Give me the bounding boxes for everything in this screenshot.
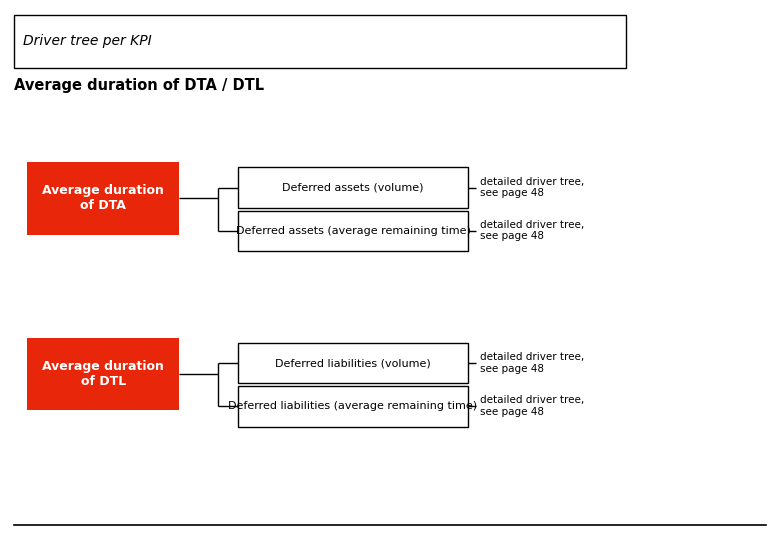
Text: detailed driver tree,
see page 48: detailed driver tree, see page 48 [480, 395, 584, 417]
Text: Average duration of DTA / DTL: Average duration of DTA / DTL [14, 78, 264, 93]
Text: Deferred liabilities (volume): Deferred liabilities (volume) [275, 358, 431, 368]
Text: Deferred liabilities (average remaining time): Deferred liabilities (average remaining … [229, 401, 477, 411]
FancyBboxPatch shape [238, 167, 468, 208]
Text: Deferred assets (average remaining time): Deferred assets (average remaining time) [236, 226, 470, 236]
Text: Average duration
of DTA: Average duration of DTA [42, 185, 165, 212]
Text: detailed driver tree,
see page 48: detailed driver tree, see page 48 [480, 352, 584, 374]
FancyBboxPatch shape [27, 338, 179, 410]
Text: detailed driver tree,
see page 48: detailed driver tree, see page 48 [480, 177, 584, 198]
FancyBboxPatch shape [238, 343, 468, 383]
FancyBboxPatch shape [238, 211, 468, 251]
Text: detailed driver tree,
see page 48: detailed driver tree, see page 48 [480, 220, 584, 241]
FancyBboxPatch shape [27, 162, 179, 235]
Text: Driver tree per KPI: Driver tree per KPI [23, 34, 152, 48]
Text: Deferred assets (volume): Deferred assets (volume) [282, 183, 424, 193]
Text: Average duration
of DTL: Average duration of DTL [42, 360, 165, 388]
FancyBboxPatch shape [238, 386, 468, 427]
FancyBboxPatch shape [14, 15, 626, 68]
